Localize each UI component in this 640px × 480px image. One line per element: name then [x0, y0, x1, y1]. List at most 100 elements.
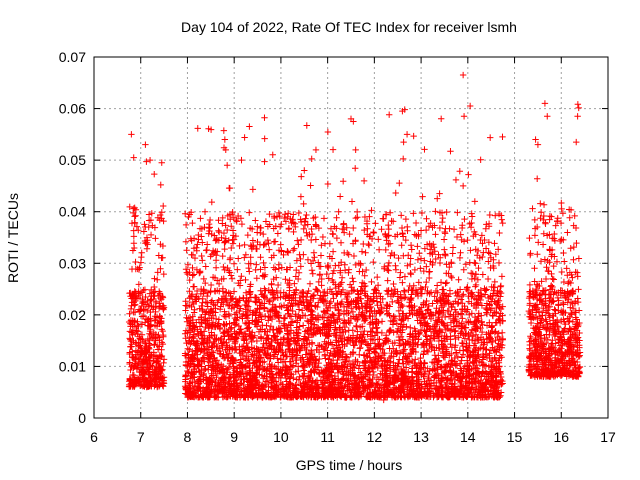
data-point — [385, 225, 392, 233]
data-point — [483, 300, 491, 307]
data-point — [479, 356, 486, 363]
data-point — [370, 228, 377, 236]
data-point — [460, 266, 467, 273]
data-point — [479, 271, 487, 278]
data-point — [465, 171, 472, 178]
data-point — [497, 293, 504, 300]
data-point — [277, 294, 284, 301]
data-point — [335, 366, 343, 373]
data-point — [221, 238, 229, 246]
data-point — [199, 257, 206, 264]
data-point — [150, 329, 157, 337]
data-point — [261, 264, 269, 271]
data-point — [448, 274, 456, 281]
data-point — [464, 365, 471, 373]
data-point — [182, 372, 190, 380]
data-point — [432, 287, 440, 295]
data-point — [201, 208, 209, 215]
data-point — [230, 232, 237, 239]
data-point — [363, 393, 371, 401]
data-point — [252, 298, 259, 306]
data-point — [141, 319, 149, 326]
data-point — [128, 265, 136, 273]
data-point — [137, 259, 145, 266]
data-point — [395, 307, 403, 315]
data-point — [136, 368, 143, 376]
data-point — [372, 220, 379, 227]
data-point — [496, 344, 503, 351]
data-point — [145, 340, 153, 347]
data-point — [142, 357, 149, 364]
data-point — [215, 316, 223, 323]
data-point — [346, 381, 353, 388]
data-point — [366, 389, 374, 396]
data-point — [130, 240, 138, 247]
data-point — [370, 258, 377, 266]
data-point — [340, 249, 348, 257]
data-point — [385, 259, 393, 267]
data-point — [212, 309, 219, 316]
data-point — [284, 330, 291, 337]
data-point — [287, 313, 295, 320]
data-point — [211, 287, 218, 295]
data-point — [407, 384, 414, 391]
data-point — [445, 307, 453, 315]
data-point — [320, 215, 328, 222]
data-point — [372, 316, 380, 323]
data-point — [211, 354, 218, 362]
data-point — [237, 370, 244, 377]
data-point — [270, 264, 278, 271]
data-point — [284, 342, 292, 350]
data-point — [452, 394, 459, 401]
data-point — [295, 269, 303, 276]
data-point — [301, 218, 308, 225]
data-point — [410, 387, 417, 394]
data-point — [129, 247, 137, 254]
data-point — [184, 329, 191, 337]
data-point — [491, 278, 498, 286]
data-point — [204, 317, 211, 324]
data-point — [391, 371, 398, 379]
data-point — [411, 302, 418, 310]
data-point — [151, 317, 158, 324]
data-point — [347, 392, 355, 400]
data-point — [356, 345, 363, 352]
data-point — [359, 333, 366, 341]
data-point — [442, 374, 449, 381]
data-point — [417, 354, 424, 362]
data-point — [474, 337, 482, 344]
data-point — [394, 360, 402, 367]
data-point — [339, 225, 346, 233]
data-point — [228, 275, 236, 282]
data-point — [339, 368, 346, 375]
data-point — [126, 310, 133, 317]
data-point — [362, 249, 369, 256]
data-point — [426, 268, 433, 275]
data-point — [244, 231, 252, 239]
data-point — [158, 374, 166, 382]
data-point — [399, 279, 406, 286]
data-point — [304, 221, 311, 228]
data-point — [455, 374, 463, 381]
data-point — [205, 220, 213, 228]
data-point — [147, 362, 155, 369]
data-point — [182, 265, 190, 273]
data-point — [241, 254, 248, 261]
data-point — [349, 308, 357, 316]
data-point — [312, 213, 319, 221]
data-point — [425, 223, 433, 230]
data-point — [126, 203, 133, 211]
data-point — [432, 208, 439, 215]
data-point — [492, 337, 499, 344]
data-point — [415, 330, 422, 338]
data-point — [153, 371, 160, 378]
data-point — [139, 297, 146, 305]
data-point — [130, 233, 138, 240]
data-point — [221, 384, 228, 391]
data-point — [276, 328, 284, 336]
data-point — [421, 388, 428, 395]
data-point — [412, 356, 419, 363]
grid-lines — [94, 57, 608, 418]
data-point — [156, 320, 163, 328]
data-point — [450, 300, 457, 307]
